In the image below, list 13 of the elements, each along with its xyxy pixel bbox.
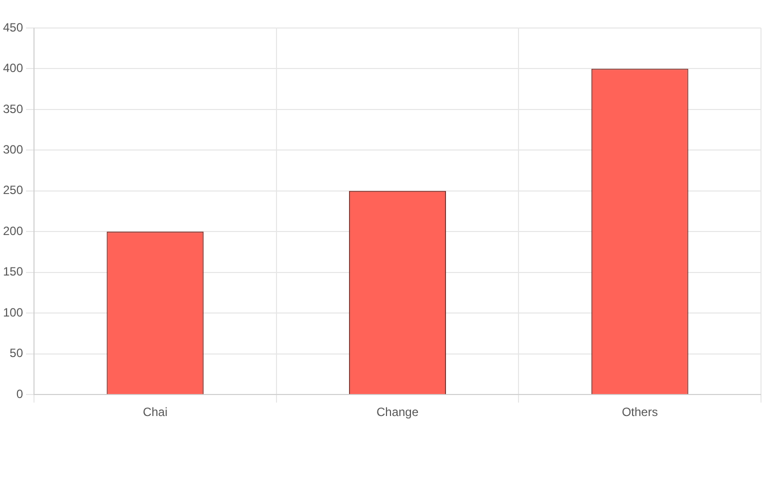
y-tick-label: 200 bbox=[2, 224, 24, 238]
x-tick-label: Chai bbox=[142, 405, 168, 420]
y-tick-label: 50 bbox=[10, 346, 24, 360]
x-tick-label: Others bbox=[622, 405, 658, 420]
y-tick-label: 450 bbox=[2, 20, 24, 34]
y-tick-label: 0 bbox=[16, 386, 24, 401]
y-tick-label: 400 bbox=[2, 61, 24, 76]
y-tick-label: 100 bbox=[2, 305, 24, 320]
x-tick-label: Change bbox=[376, 405, 419, 420]
y-tick-label: 300 bbox=[2, 142, 24, 157]
y-tick-label: 150 bbox=[2, 264, 24, 279]
y-tick-label: 250 bbox=[2, 183, 24, 198]
y-tick-label: 350 bbox=[2, 102, 24, 116]
